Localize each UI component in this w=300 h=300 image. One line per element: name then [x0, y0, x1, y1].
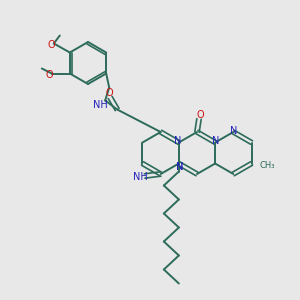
Text: O: O: [105, 88, 113, 98]
Text: N: N: [176, 161, 184, 172]
Text: O: O: [45, 70, 52, 80]
Text: N: N: [230, 126, 237, 136]
Text: N: N: [176, 161, 184, 172]
Text: O: O: [47, 40, 55, 50]
Text: N: N: [212, 136, 220, 146]
Text: N: N: [174, 136, 182, 146]
Text: NH: NH: [133, 172, 148, 182]
Text: NH: NH: [93, 100, 108, 110]
Text: CH₃: CH₃: [260, 161, 275, 170]
Text: O: O: [196, 110, 204, 120]
